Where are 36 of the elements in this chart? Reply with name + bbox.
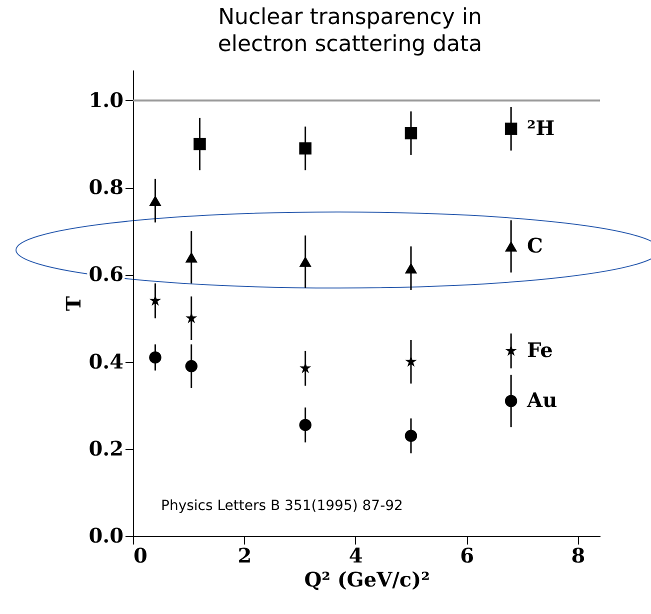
x-tick-label: 8 — [571, 544, 586, 568]
point — [504, 122, 518, 135]
point — [404, 127, 418, 140]
series-label: C — [527, 233, 543, 258]
point — [186, 312, 198, 324]
point — [404, 430, 418, 442]
x-tick-label: 4 — [348, 544, 363, 568]
x-axis-title: Q² (GeV/c)² — [304, 568, 430, 592]
y-tick-label: 0.2 — [88, 436, 124, 460]
point — [404, 262, 418, 274]
y-tick-label: 0.0 — [88, 524, 124, 548]
series-label: ²H — [527, 116, 555, 140]
point — [185, 360, 198, 372]
x-tick-label: 6 — [460, 544, 474, 568]
point — [194, 138, 206, 150]
point — [505, 344, 517, 356]
point — [504, 394, 518, 408]
x-tick-label: 2 — [238, 544, 252, 568]
point — [149, 351, 162, 364]
point — [185, 252, 198, 263]
point — [299, 142, 312, 155]
y-tick-label: 0.4 — [88, 349, 124, 374]
point — [299, 256, 312, 267]
chart-title: Nuclear transparency in electron scattering data — [216, 4, 484, 58]
x-tick-label: 0 — [134, 544, 148, 568]
annotation: Physics Letters B 351(1995) 87-92 — [161, 498, 403, 514]
point — [299, 418, 312, 432]
series-label: Fe — [527, 338, 553, 362]
point — [504, 241, 518, 252]
point — [149, 195, 162, 206]
point — [300, 362, 312, 374]
y-tick-label: 0.8 — [88, 175, 124, 200]
point — [405, 356, 417, 367]
y-axis-title: T — [62, 296, 86, 311]
y-tick-label: 1.0 — [88, 88, 124, 112]
series-label: Au — [526, 388, 558, 412]
